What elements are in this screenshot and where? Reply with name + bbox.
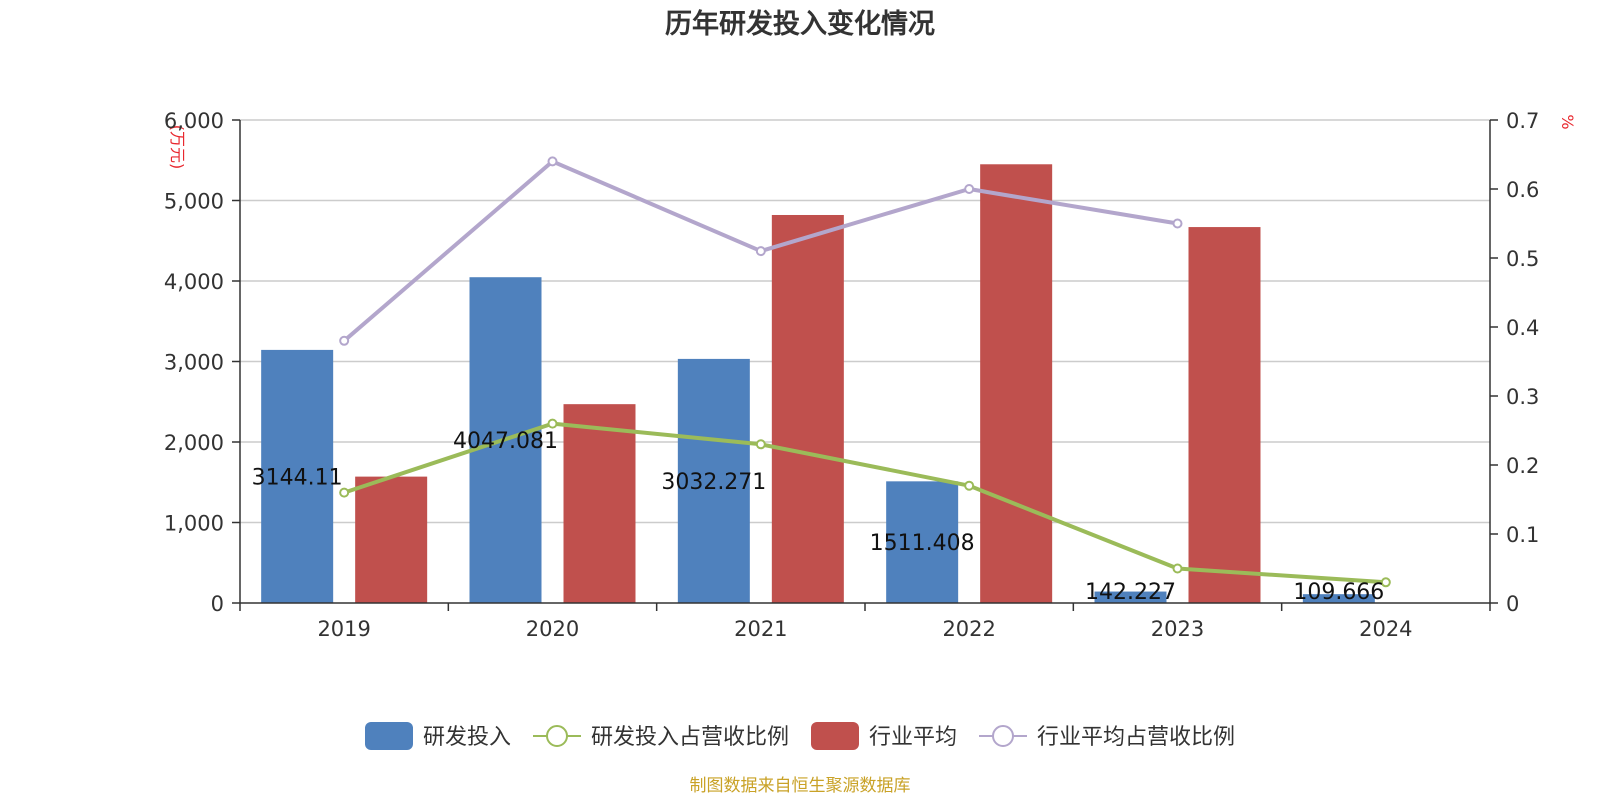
data-label-s0-2: 3032.271 bbox=[661, 470, 766, 495]
x-tick-label-0: 2019 bbox=[317, 617, 370, 641]
grid-lines bbox=[240, 119, 1490, 524]
y-right-tick-label-2: 0.2 bbox=[1506, 454, 1539, 478]
bar-s0-2 bbox=[677, 358, 750, 603]
line-point-s3-0 bbox=[339, 335, 350, 346]
line-layer bbox=[339, 156, 1391, 588]
y-left-unit-label: (万元) bbox=[168, 125, 187, 170]
legend-label-s0: 研发投入 bbox=[423, 725, 511, 750]
y-right-tick-label-6: 0.6 bbox=[1506, 178, 1539, 202]
legend-marker-s1 bbox=[546, 725, 568, 747]
source-note: 制图数据来自恒生聚源数据库 bbox=[690, 776, 911, 796]
y-left-tick-label-0: 0 bbox=[211, 592, 224, 616]
data-label-s0-5: 109.666 bbox=[1293, 580, 1384, 605]
legend-marker-s3 bbox=[992, 725, 1014, 747]
bar-s2-1 bbox=[563, 404, 636, 603]
bar-s2-2 bbox=[771, 214, 844, 604]
line-point-s1-2 bbox=[755, 439, 766, 450]
bar-s0-3 bbox=[886, 481, 959, 603]
y-right-tick-label-5: 0.5 bbox=[1506, 247, 1539, 271]
line-point-s1-4 bbox=[1172, 563, 1183, 574]
y-left-tick-label-6: 6,000 bbox=[164, 109, 224, 133]
line-point-s3-1 bbox=[547, 156, 558, 167]
bar-s2-0 bbox=[355, 476, 428, 603]
x-tick-label-3: 2022 bbox=[942, 617, 995, 641]
legend-label-s3: 行业平均占营收比例 bbox=[1037, 725, 1235, 750]
legend-marker-s2 bbox=[811, 722, 859, 750]
y-right-unit-label: % bbox=[1558, 114, 1577, 129]
axis-layer: 0 1,000 2,000 3,000 4,000 5,000 6,000 0 0.1 0.2 0.… bbox=[164, 109, 1540, 641]
line-point-s3-2 bbox=[755, 246, 766, 257]
line-point-s3-4 bbox=[1172, 218, 1183, 229]
y-left-tick-label-5: 5,000 bbox=[164, 190, 224, 214]
legend-label-s2: 行业平均 bbox=[869, 725, 957, 750]
x-tick-label-2: 2021 bbox=[734, 617, 787, 641]
y-left-tick-label-1: 1,000 bbox=[164, 512, 224, 536]
y-left-tick-label-2: 2,000 bbox=[164, 431, 224, 455]
y-left-tick-label-3: 3,000 bbox=[164, 351, 224, 375]
legend-label-s1: 研发投入占营收比例 bbox=[591, 725, 789, 750]
data-label-s0-0: 3144.11 bbox=[252, 465, 343, 490]
y-right-tick-label-0: 0 bbox=[1506, 592, 1519, 616]
y-right-tick-label-1: 0.1 bbox=[1506, 523, 1539, 547]
data-label-s0-1: 4047.081 bbox=[453, 429, 558, 454]
bar-s2-4 bbox=[1188, 227, 1261, 603]
bar-s0-5 bbox=[1302, 594, 1375, 603]
bar-layer bbox=[261, 164, 1375, 604]
bar-s0-0 bbox=[261, 349, 334, 603]
y-left-tick-label-4: 4,000 bbox=[164, 270, 224, 294]
y-right-tick-label-7: 0.7 bbox=[1506, 109, 1539, 133]
line-point-s1-3 bbox=[964, 480, 975, 491]
bar-s2-3 bbox=[980, 164, 1053, 603]
line-point-s3-3 bbox=[964, 184, 975, 194]
legend-marker-s0 bbox=[365, 722, 413, 750]
y-right-tick-label-3: 0.3 bbox=[1506, 385, 1539, 409]
line-point-s1-5 bbox=[1380, 577, 1391, 588]
y-right-tick-label-4: 0.4 bbox=[1506, 316, 1539, 340]
data-labels: 3144.11 4047.081 3032.271 1511.408 142.227 10… bbox=[252, 429, 1385, 605]
line-series-1 bbox=[343, 421, 1386, 585]
chart-title: 历年研发投入变化情况 bbox=[665, 8, 935, 40]
data-label-s0-4: 142.227 bbox=[1085, 580, 1176, 605]
legend: 研发投入 研发投入占营收比例 行业平均 行业平均占营收比例 bbox=[365, 722, 1235, 750]
line-point-s1-1 bbox=[547, 418, 558, 429]
data-label-s0-3: 1511.408 bbox=[870, 531, 975, 556]
x-tick-label-5: 2024 bbox=[1359, 617, 1412, 641]
bar-s0-4 bbox=[1094, 591, 1167, 603]
line-point-s1-0 bbox=[339, 487, 350, 498]
x-tick-label-4: 2023 bbox=[1151, 617, 1204, 641]
x-tick-label-1: 2020 bbox=[526, 617, 579, 641]
